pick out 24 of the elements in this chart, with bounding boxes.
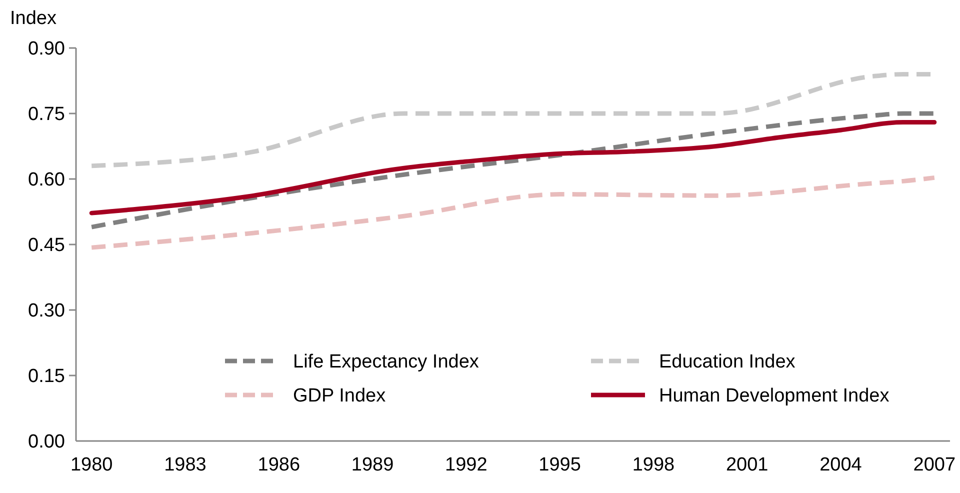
x-tick-label: 1989 (351, 454, 394, 476)
x-tick-label: 1995 (538, 454, 581, 476)
legend-label: Education Index (659, 352, 796, 373)
line-series (89, 120, 937, 216)
y-axis-title: Index (10, 8, 57, 29)
y-tick-label: 0.60 (28, 170, 65, 191)
x-tick-label: 2004 (820, 454, 862, 476)
x-tick-label: 1983 (164, 454, 206, 476)
legend-label: Human Development Index (659, 386, 890, 407)
y-tick-label: 0.30 (28, 300, 65, 322)
y-tick-label: 0.00 (28, 432, 65, 453)
x-tick-label: 2001 (726, 454, 768, 476)
x-tick-label: 2007 (913, 454, 956, 476)
x-tick-label: 1980 (70, 454, 113, 476)
y-tick-label: 0.90 (28, 38, 65, 60)
y-tick-label: 0.15 (28, 366, 65, 388)
x-tick-label: 1986 (258, 454, 300, 476)
x-tick-label: 1992 (445, 454, 488, 476)
line-series (89, 175, 937, 250)
legend-label: Life Expectancy Index (293, 352, 480, 373)
x-tick-label: 1998 (632, 454, 675, 476)
y-tick-label: 0.45 (28, 235, 65, 256)
y-tick-label: 0.75 (28, 104, 65, 126)
legend-label: GDP Index (293, 386, 386, 407)
